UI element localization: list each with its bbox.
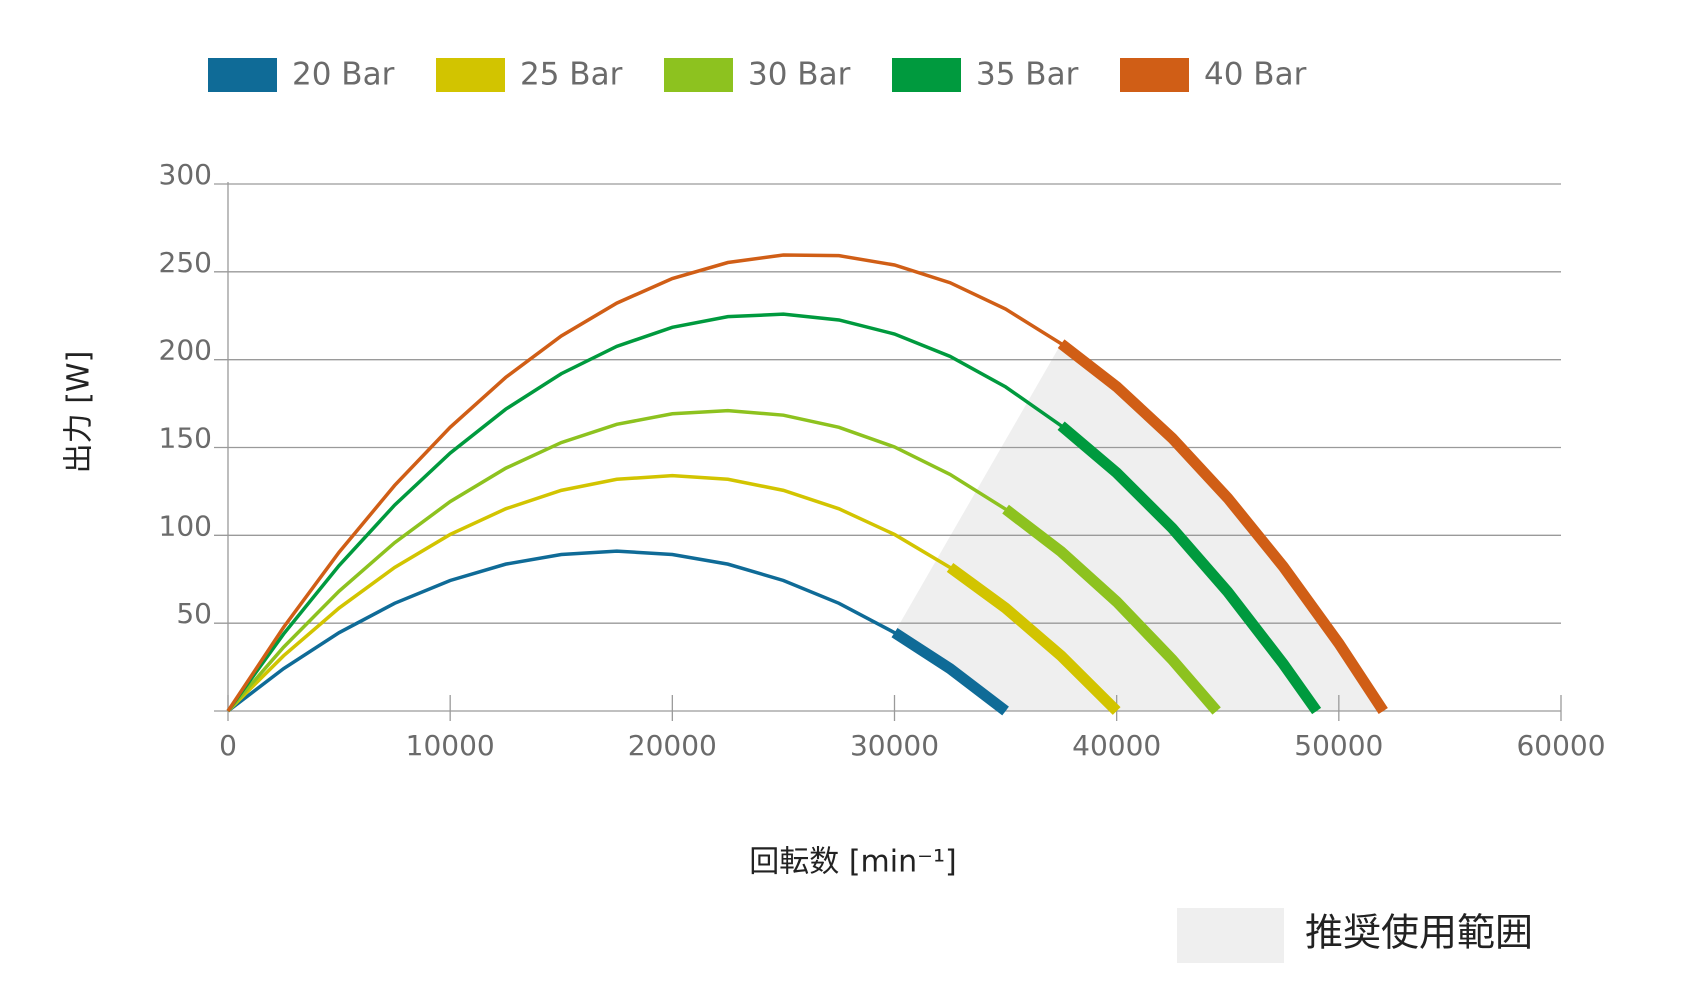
recommended-segment [1057,339,1388,715]
recommended-segment [1057,421,1322,715]
region-legend-label: 推奨使用範囲 [1305,911,1533,955]
legend-swatch [892,58,961,92]
x-tick-label: 50000 [1294,729,1383,762]
y-tick-label: 150 [159,422,212,455]
legend-swatch [664,58,733,92]
y-tick-label: 50 [176,597,212,630]
x-tick-label: 60000 [1516,729,1605,762]
series-line [226,549,1007,713]
x-tick-label: 30000 [850,729,939,762]
y-axis-label: 出力 [W] [62,351,97,474]
region-legend-swatch [1177,908,1284,963]
region-layer [894,343,1384,711]
legend-label: 30 Bar [748,57,851,93]
recommended-region [894,343,1384,711]
legend-label: 25 Bar [520,57,623,93]
legend-swatch [436,58,505,92]
legend-swatch [1120,58,1189,92]
legend-label: 20 Bar [292,57,395,93]
legend-label: 35 Bar [976,57,1079,93]
x-tick-label: 10000 [406,729,495,762]
y-tick-label: 200 [159,334,212,367]
recommended-segment [891,628,1009,716]
legend-swatch [208,58,277,92]
recommended-segment [1002,504,1221,715]
x-tick-label: 40000 [1072,729,1161,762]
recommended-segment [946,563,1121,715]
x-tick-label: 20000 [628,729,717,762]
legend-label: 40 Bar [1204,57,1307,93]
x-axis-label: 回転数 [min⁻¹] [749,845,956,880]
y-tick-label: 250 [159,246,212,279]
x-tick-label: 0 [219,729,237,762]
y-tick-label: 100 [159,509,212,542]
y-tick-label: 300 [159,158,212,191]
